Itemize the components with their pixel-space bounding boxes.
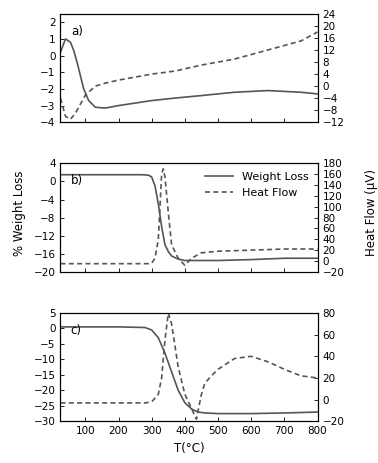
X-axis label: T(°C): T(°C): [174, 442, 204, 455]
Text: % Weight Loss: % Weight Loss: [13, 170, 26, 256]
Text: Heat Flow (μV): Heat Flow (μV): [365, 169, 378, 257]
Text: a): a): [71, 25, 83, 38]
Text: b): b): [71, 174, 83, 187]
Text: c): c): [71, 324, 82, 337]
Legend: Weight Loss, Heat Flow: Weight Loss, Heat Flow: [202, 169, 312, 201]
